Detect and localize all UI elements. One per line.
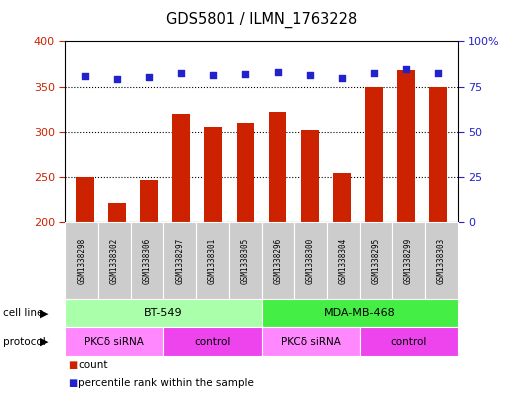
Text: GSM1338303: GSM1338303	[437, 238, 446, 284]
Point	[434, 70, 442, 76]
Bar	[108, 202, 126, 222]
Text: cell line: cell line	[3, 308, 43, 318]
Text: PKCδ siRNA: PKCδ siRNA	[85, 336, 144, 347]
Point	[209, 72, 218, 78]
Text: percentile rank within the sample: percentile rank within the sample	[78, 378, 254, 388]
Bar	[301, 130, 319, 222]
Point	[274, 69, 282, 75]
Point	[177, 70, 185, 76]
Bar	[236, 123, 254, 222]
Text: ■: ■	[68, 378, 77, 388]
Text: GSM1338300: GSM1338300	[306, 238, 315, 284]
Bar	[269, 112, 287, 222]
Text: GSM1338297: GSM1338297	[175, 238, 184, 284]
Bar	[76, 177, 94, 222]
Text: GSM1338295: GSM1338295	[371, 238, 380, 284]
Text: protocol: protocol	[3, 336, 46, 347]
Text: GSM1338296: GSM1338296	[274, 238, 282, 284]
Text: count: count	[78, 360, 108, 370]
Text: ▶: ▶	[40, 308, 49, 318]
Text: GSM1338298: GSM1338298	[77, 238, 86, 284]
Point	[305, 72, 314, 78]
Text: ▶: ▶	[40, 336, 49, 347]
Text: control: control	[390, 336, 427, 347]
Text: ■: ■	[68, 360, 77, 370]
Text: GSM1338299: GSM1338299	[404, 238, 413, 284]
Bar	[204, 127, 222, 222]
Text: GDS5801 / ILMN_1763228: GDS5801 / ILMN_1763228	[166, 12, 357, 28]
Point	[338, 75, 346, 82]
Text: GSM1338302: GSM1338302	[110, 238, 119, 284]
Text: GSM1338305: GSM1338305	[241, 238, 249, 284]
Text: GSM1338301: GSM1338301	[208, 238, 217, 284]
Text: MDA-MB-468: MDA-MB-468	[324, 308, 395, 318]
Point	[370, 70, 378, 76]
Bar	[140, 180, 158, 222]
Point	[241, 71, 249, 77]
Text: control: control	[194, 336, 231, 347]
Text: PKCδ siRNA: PKCδ siRNA	[281, 336, 340, 347]
Bar	[397, 70, 415, 222]
Text: BT-549: BT-549	[144, 308, 183, 318]
Bar	[172, 114, 190, 222]
Bar	[365, 86, 383, 222]
Point	[81, 73, 89, 79]
Point	[145, 74, 153, 81]
Point	[112, 76, 121, 83]
Point	[402, 66, 411, 72]
Bar	[429, 86, 447, 222]
Text: GSM1338306: GSM1338306	[143, 238, 152, 284]
Text: GSM1338304: GSM1338304	[339, 238, 348, 284]
Bar	[333, 173, 351, 222]
